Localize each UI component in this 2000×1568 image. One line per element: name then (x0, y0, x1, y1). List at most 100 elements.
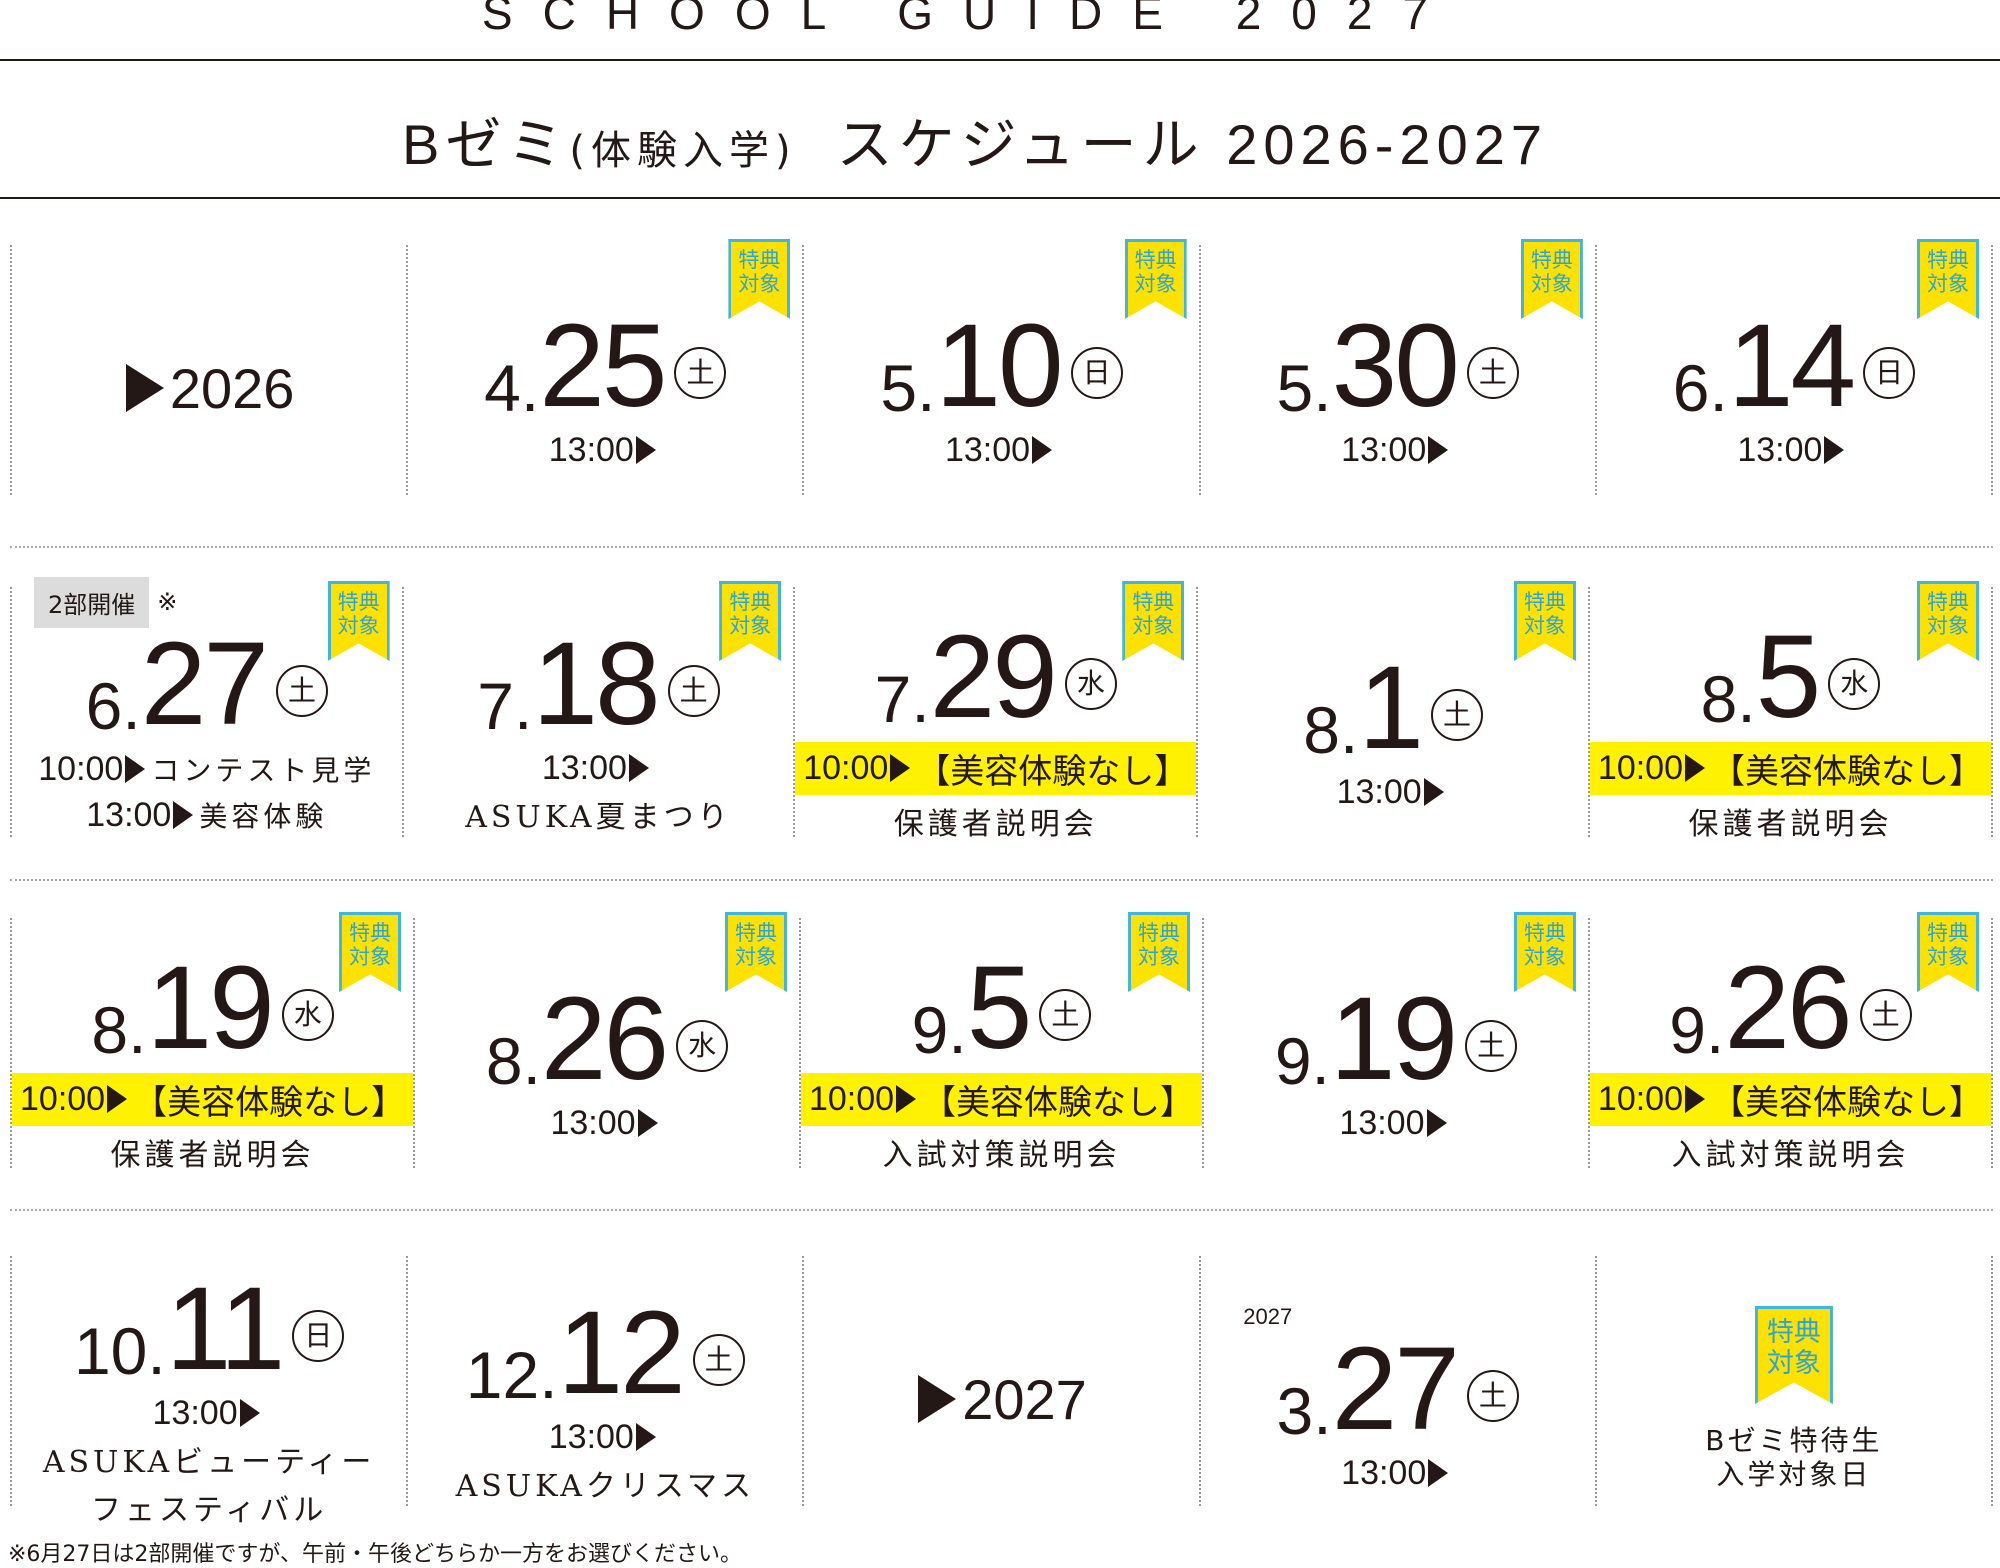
year-label: 2026 (124, 356, 294, 421)
date-day: 26 (540, 972, 669, 1105)
play-arrow-icon (1824, 436, 1845, 464)
weekday-circle: 土 (1859, 988, 1912, 1041)
special-target-badge: 特典 対象 (1128, 912, 1191, 992)
event-date: 3. 27 土 (1277, 1330, 1519, 1448)
time-text: 13:00 (1341, 430, 1427, 469)
date-month: 8 (91, 992, 129, 1067)
two-session-tag: 2部開催 ※ (34, 577, 177, 628)
event-text: 【美容体験なし】 (1711, 1083, 1983, 1122)
date-dot: . (539, 1337, 558, 1412)
date-month: 8 (485, 1023, 523, 1098)
time-line: 13:00 (542, 749, 655, 788)
schedule-cell: 特典 対象 4. 25 土 13:00 (408, 239, 805, 495)
school-guide-header: SCHOOL GUIDE 2027 (481, 0, 1459, 39)
schedule-cell: 特典 対象 8. 19 水 10:00 【美容体験なし】 保護者説明会 (10, 912, 416, 1173)
special-target-badge: 特典 対象 (1754, 1306, 1833, 1404)
row-divider (10, 1209, 1993, 1211)
event-date: 12. 12 土 (466, 1294, 745, 1412)
badge-text: 特典 (1927, 921, 1969, 945)
event-name: 入試対策説明会 (882, 1137, 1121, 1173)
time-line: 13:00 (153, 1394, 266, 1433)
badge-text: 対象 (337, 614, 380, 638)
badge-text: 特典 (734, 921, 777, 945)
date-dot: . (513, 668, 533, 743)
date-dot: . (522, 1023, 541, 1098)
date-month: 3 (1276, 1373, 1314, 1448)
date-dot: . (1706, 992, 1725, 1067)
date-day: 19 (1329, 972, 1458, 1105)
schedule-cell: 12. 12 土 13:00 ASUKAクリスマス (408, 1256, 805, 1506)
event-date: 6. 14 日 (1672, 299, 1916, 432)
badge-text: 特典 (1927, 590, 1970, 614)
event-text: 【美容体験なし】 (916, 752, 1189, 791)
date-dot: . (1339, 692, 1359, 767)
time-text: 13:00 (541, 748, 627, 787)
badge-text: 対象 (1766, 1348, 1821, 1379)
date-dot: . (520, 350, 540, 425)
date-day: 26 (1724, 941, 1852, 1074)
schedule-row: 特典 対象 8. 19 水 10:00 【美容体験なし】 保護者説明会 特典 対象 8. 26 水 13:… (10, 912, 1993, 1173)
schedule-cell: 2027 3. 27 土 13:00 (1201, 1256, 1597, 1506)
event-text: 【美容体験なし】 (1711, 752, 1984, 791)
date-day: 1 (1358, 641, 1424, 774)
year-text: 2027 (962, 1367, 1087, 1431)
caption-line: Bゼミ特待生 (1705, 1424, 1883, 1457)
time-line: 13:00 (1737, 431, 1850, 470)
event-date: 5. 10 日 (880, 307, 1123, 425)
date-month: 6 (1672, 350, 1710, 425)
play-arrow-icon (1685, 754, 1706, 782)
row-divider (10, 546, 1993, 548)
special-target-badge: 特典 対象 (1124, 239, 1187, 319)
date-dot: . (128, 992, 147, 1067)
date-day: 19 (146, 941, 274, 1074)
event-name: 保護者説明会 (1688, 806, 1893, 842)
weekday-circle: 日 (1070, 346, 1123, 399)
date-month: 8 (1303, 692, 1340, 767)
weekday-circle: 土 (667, 664, 720, 717)
date-day: 5 (966, 941, 1033, 1074)
date-day: 14 (1727, 299, 1856, 432)
badge-text: 特典 (1138, 921, 1181, 945)
date-dot: . (917, 350, 936, 425)
schedule-cell: 2026 (10, 245, 409, 495)
play-arrow-icon (1428, 1459, 1449, 1488)
badge-text: 対象 (349, 945, 392, 969)
page-title: Bゼミ(体験入学) スケジュール 2026-2027 (0, 100, 1950, 181)
badge-text: 特典 (1132, 590, 1175, 614)
date-day: 5 (1755, 610, 1822, 743)
time-line: 13:00 (549, 431, 662, 470)
badge-text: 特典 (1766, 1317, 1821, 1348)
event-name: ASUKAクリスマス (455, 1468, 756, 1504)
date-month: 9 (1669, 992, 1706, 1067)
weekday-circle: 水 (1064, 657, 1117, 710)
event-text: 美容体験 (199, 800, 328, 833)
time-line: 13:00 (1337, 773, 1450, 812)
note-mark: ※ (157, 589, 178, 616)
time-line: 13:00 (1339, 1104, 1452, 1143)
play-arrow-icon (239, 1399, 260, 1427)
play-arrow-icon (628, 754, 649, 782)
time-line: 10:00 【美容体験なし】 (795, 741, 1197, 795)
time-text: 13:00 (1737, 430, 1823, 469)
event-text: 【美容体験なし】 (133, 1083, 406, 1122)
badge-text: 対象 (1134, 272, 1177, 296)
event-name: フェスティバル (91, 1492, 328, 1528)
badge-text: 特典 (337, 590, 380, 614)
badge-text: 特典 (1523, 921, 1566, 945)
badge-text: 対象 (729, 614, 772, 638)
event-date: 5. 30 土 (1277, 307, 1519, 425)
date-day: 30 (1331, 299, 1460, 432)
badge-text: 対象 (1530, 272, 1573, 296)
event-name: ASUKA夏まつり (465, 799, 732, 835)
date-day: 11 (165, 1262, 285, 1395)
date-dot: . (1737, 661, 1756, 736)
event-date: 4. 25 土 (484, 307, 727, 425)
caption-line: 入学対象日 (1716, 1458, 1872, 1491)
time-line: 13:00 (945, 431, 1058, 470)
weekday-circle: 土 (1466, 346, 1519, 399)
play-arrow-icon (125, 755, 146, 783)
time-line: 13:00 (550, 1104, 663, 1143)
time-text: 13:00 (152, 1393, 238, 1432)
time-line: 10:00 コンテスト見学 (38, 749, 375, 789)
